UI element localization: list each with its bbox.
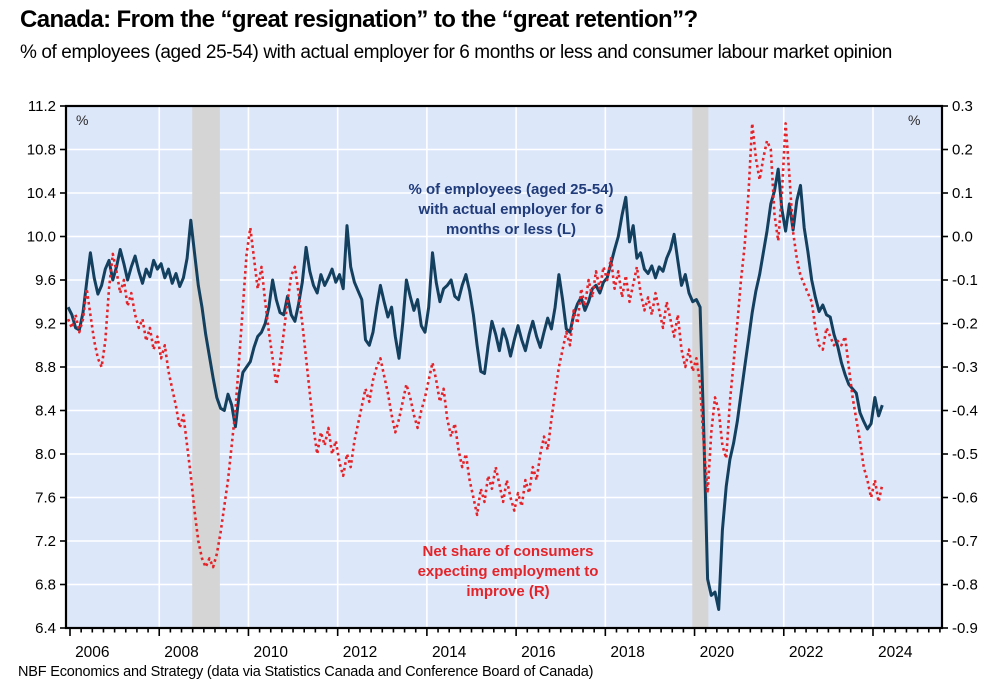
- right-axis-tick-label: -0.6: [952, 490, 978, 507]
- right-axis-tick-label: -0.1: [952, 272, 978, 289]
- consumer-expectations-line: [66, 122, 884, 569]
- right-axis-tick-label: -0.9: [952, 620, 978, 637]
- right-axis-tick-label: -0.2: [952, 316, 978, 333]
- left-axis-tick-label: 7.6: [35, 490, 56, 507]
- source-note: NBF Economics and Strategy (data via Sta…: [18, 664, 594, 680]
- x-axis-year-label: 2012: [343, 644, 377, 661]
- page-subtitle: % of employees (aged 25-54) with actual …: [20, 42, 892, 63]
- right-axis-unit-label: %: [908, 112, 921, 128]
- right-axis-tick-label: -0.7: [952, 533, 978, 550]
- left-axis-tick-label: 10.0: [27, 229, 56, 246]
- right-axis-tick-label: -0.4: [952, 403, 978, 420]
- x-axis-year-label: 2006: [75, 644, 109, 661]
- right-axis-tick-label: 0.2: [952, 142, 973, 159]
- x-axis-year-label: 2010: [254, 644, 289, 661]
- x-axis-year-label: 2020: [700, 644, 735, 661]
- page-title: Canada: From the “great resignation” to …: [20, 6, 698, 33]
- left-axis-tick-label: 8.4: [35, 403, 56, 420]
- left-axis-tick-label: 6.4: [35, 620, 56, 637]
- employees-6mo-line: [66, 167, 884, 611]
- left-axis-tick-label: 9.6: [35, 272, 56, 289]
- consumers-series-annotation: Net share of consumers expecting employm…: [417, 543, 599, 600]
- left-axis-unit-label: %: [76, 112, 89, 128]
- axis-labels: 11.2 10.8 10.4 10.0 9.6 9.2 8.8 8.4 8.0 7.6 7.2 6.8…: [27, 98, 978, 661]
- left-axis-tick-label: 8.8: [35, 359, 56, 376]
- x-axis-year-label: 2008: [164, 644, 198, 661]
- right-axis-tick-label: 0.3: [952, 98, 973, 115]
- left-axis-tick-label: 6.8: [35, 577, 56, 594]
- right-axis-tick-label: -0.3: [952, 359, 978, 376]
- right-axis-tick-label: 0.0: [952, 229, 973, 246]
- x-axis-year-label: 2014: [432, 644, 467, 661]
- x-axis-year-label: 2022: [789, 644, 823, 661]
- left-axis-tick-label: 8.0: [35, 446, 56, 463]
- left-axis-tick-label: 10.4: [27, 185, 56, 202]
- axis-ticks: [60, 105, 948, 636]
- left-axis-tick-label: 10.8: [27, 142, 56, 159]
- right-axis-tick-label: -0.8: [952, 577, 978, 594]
- employees-series-annotation: % of employees (aged 25-54) with actual …: [408, 181, 614, 238]
- left-axis-tick-label: 11.2: [28, 98, 56, 115]
- right-axis-tick-label: -0.5: [952, 446, 978, 463]
- x-axis-year-label: 2018: [610, 644, 644, 661]
- left-axis-tick-label: 7.2: [35, 533, 56, 550]
- x-axis-year-label: 2024: [878, 644, 913, 661]
- x-axis-year-label: 2016: [521, 644, 555, 661]
- left-axis-tick-label: 9.2: [35, 316, 56, 333]
- right-axis-tick-label: 0.1: [952, 185, 973, 202]
- series-lines: [66, 122, 884, 611]
